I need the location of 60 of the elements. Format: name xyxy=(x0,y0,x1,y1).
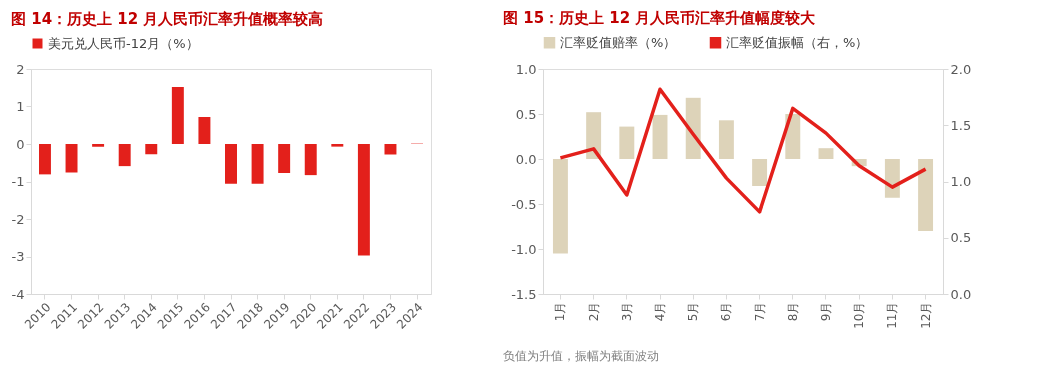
y-tick-label: -4 xyxy=(11,286,25,302)
y-tick-label: 1 xyxy=(16,99,25,114)
bar xyxy=(171,87,184,144)
bar xyxy=(198,117,211,144)
legend-label: 汇率贬值振幅（右，%） xyxy=(726,34,869,50)
line-series xyxy=(558,87,928,214)
bar xyxy=(251,144,264,184)
bar xyxy=(357,144,370,256)
x-tick-label: 11月 xyxy=(885,301,900,329)
y2-tick-label: 0.5 xyxy=(950,230,972,246)
x-tick-label: 6月 xyxy=(719,301,734,322)
bar xyxy=(118,144,131,167)
x-tick-label: 9月 xyxy=(818,301,833,322)
bar xyxy=(331,144,344,147)
x-tick-label: 10月 xyxy=(852,301,867,329)
y-tick-label: -0.5 xyxy=(511,196,537,212)
bar xyxy=(65,144,78,173)
y-tick-label: 0.5 xyxy=(515,106,537,122)
bar xyxy=(552,159,568,254)
bar xyxy=(619,126,635,159)
legend-label: 美元兑人民币-12月（%） xyxy=(48,35,199,51)
bar xyxy=(685,97,701,159)
bar xyxy=(38,144,51,175)
y-tick-label: -2 xyxy=(11,211,25,227)
y-tick-label: 0.0 xyxy=(515,151,537,167)
y-tick-label: -1 xyxy=(11,174,25,189)
bar xyxy=(225,144,237,184)
x-tick-label: 3月 xyxy=(619,301,634,322)
y-tick-label: -1.0 xyxy=(511,241,537,257)
y-tick-label: 1.0 xyxy=(515,61,537,77)
y2-tick-label: 0.0 xyxy=(950,286,972,302)
x-tick-label: 4月 xyxy=(653,301,668,322)
bar xyxy=(752,159,768,186)
x-tick-label: 2月 xyxy=(586,301,601,322)
legend-label: 汇率贬值赔率（%） xyxy=(560,34,677,50)
y2-tick-label: 2.0 xyxy=(950,61,972,77)
y-tick-label: -1.5 xyxy=(511,286,537,302)
bar xyxy=(92,144,105,147)
bar xyxy=(818,148,834,159)
y-tick-label: 2 xyxy=(16,61,25,77)
y-tick-label: -3 xyxy=(11,249,25,264)
y2-tick-label: 1.0 xyxy=(950,174,972,189)
x-tick-label: 7月 xyxy=(752,301,767,322)
y-tick-label: 0 xyxy=(16,136,25,152)
x-tick-label: 12月 xyxy=(918,301,933,329)
bar xyxy=(652,114,668,159)
bar xyxy=(918,159,934,231)
x-tick-label: 8月 xyxy=(785,301,800,322)
x-tick-label: 1月 xyxy=(553,301,568,322)
chart-title: 图 15：历史上 12 月人民币汇率升值幅度较大 xyxy=(503,9,817,27)
bar xyxy=(718,120,734,159)
bar xyxy=(145,144,158,155)
bar xyxy=(278,144,291,173)
y2-tick-label: 1.5 xyxy=(950,117,972,133)
text: 负值为升值，振幅为截面波动 xyxy=(503,349,659,363)
chart-title: 图 14：历史上 12 月人民币汇率升值概率较高 xyxy=(11,10,324,28)
bar xyxy=(384,144,397,155)
x-tick-label: 5月 xyxy=(686,301,701,322)
bar xyxy=(304,144,317,176)
bar xyxy=(586,112,602,159)
